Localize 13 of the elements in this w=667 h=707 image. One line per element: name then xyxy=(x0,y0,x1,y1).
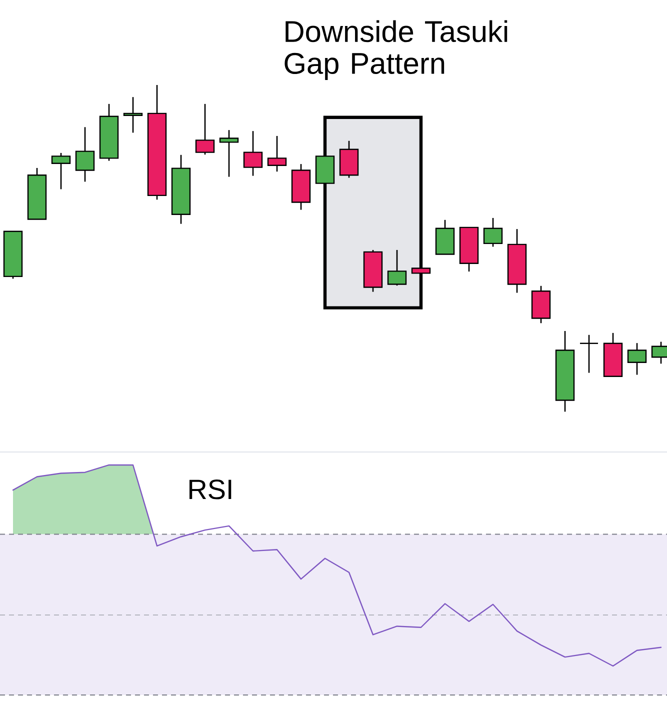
candlestick xyxy=(51,152,71,190)
candlestick xyxy=(123,96,143,134)
candlestick xyxy=(579,334,599,374)
candlestick xyxy=(75,126,95,182)
candlestick xyxy=(267,135,287,172)
candlestick xyxy=(387,249,407,286)
candlestick xyxy=(243,130,263,176)
candlestick xyxy=(219,129,239,178)
candlestick xyxy=(195,103,215,156)
candlestick xyxy=(627,342,647,376)
chart-title: RSI xyxy=(190,480,232,500)
candlestick xyxy=(483,217,503,248)
chart-title: Downside Tasuki Gap Pattern xyxy=(284,20,508,80)
